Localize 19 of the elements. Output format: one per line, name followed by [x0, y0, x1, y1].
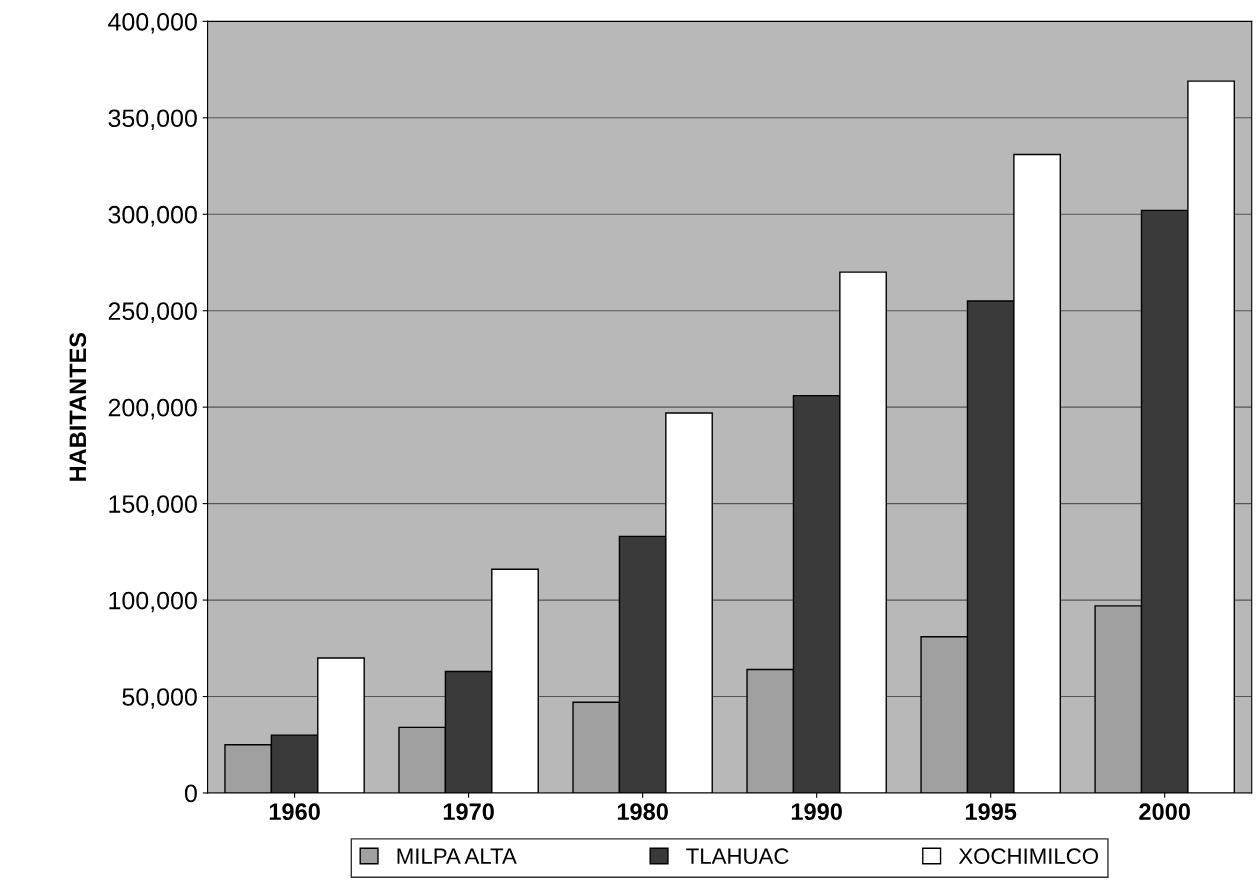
- legend-label: TLAHUAC: [686, 848, 789, 865]
- legend-label: MILPA ALTA: [397, 848, 517, 864]
- x-tick-label: 1990: [791, 803, 842, 821]
- y-tick-label: 150,000: [109, 495, 197, 516]
- x-tick-label: 1980: [617, 803, 668, 821]
- y-tick-label: 250,000: [108, 302, 197, 323]
- y-tick-label: 0: [184, 784, 197, 803]
- y-tick-label: 200,000: [108, 398, 197, 420]
- y-axis-title: HABITANTES: [69, 332, 87, 481]
- y-tick-label: 300,000: [108, 205, 197, 227]
- x-tick-label: 1995: [965, 803, 1017, 821]
- x-tick-label: 1970: [443, 803, 494, 821]
- y-tick-label: 100,000: [109, 591, 197, 613]
- y-tick-label: 50,000: [122, 688, 197, 709]
- y-tick-label: 350,000: [108, 109, 197, 131]
- y-tick-label: 400,000: [108, 12, 197, 34]
- x-tick-label: 1960: [269, 803, 320, 821]
- x-tick-label: 2000: [1139, 803, 1190, 821]
- legend-label: XOCHIMILCO: [958, 848, 1099, 865]
